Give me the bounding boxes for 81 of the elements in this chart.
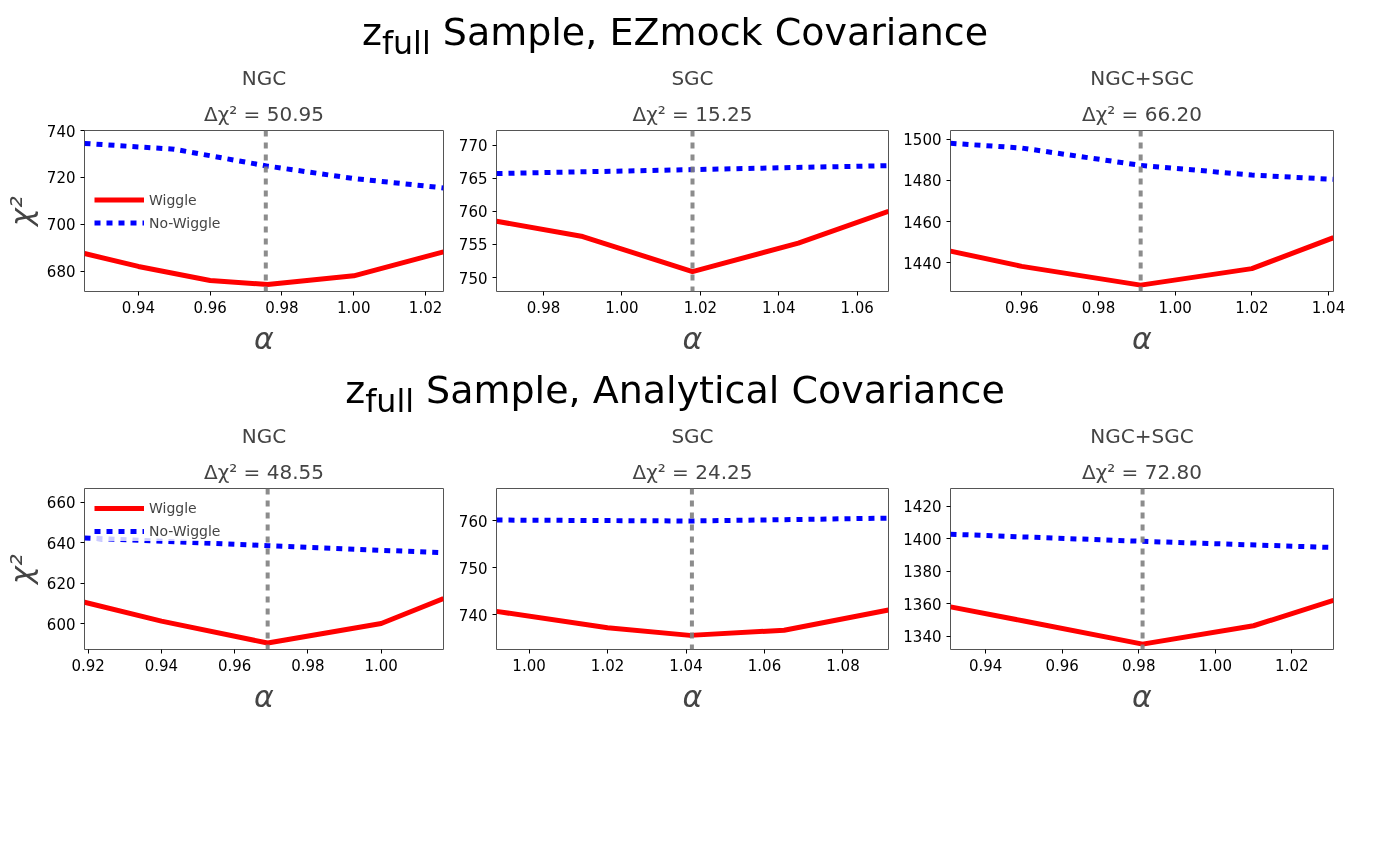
x-tick-label: 1.02 bbox=[1235, 298, 1269, 317]
x-tick-label: 1.04 bbox=[762, 298, 796, 317]
x-axis-title: α bbox=[1132, 678, 1153, 714]
x-tick-label: 0.98 bbox=[1122, 656, 1156, 675]
x-tick-label: 1.00 bbox=[364, 656, 398, 675]
x-tick-label: 0.98 bbox=[1081, 298, 1116, 317]
y-tick-label: 1380 bbox=[903, 563, 942, 582]
chart-title: NGC bbox=[241, 65, 287, 90]
y-axis-title: χ² bbox=[3, 554, 39, 586]
x-tick-label: 1.00 bbox=[605, 298, 639, 317]
x-tick-label: 1.04 bbox=[1311, 298, 1346, 317]
legend-label: No-Wiggle bbox=[149, 523, 221, 539]
y-tick-label: 770 bbox=[458, 137, 488, 156]
y-tick-label: 600 bbox=[46, 615, 76, 634]
chart-title: NGC bbox=[241, 423, 287, 448]
chart-title: NGC+SGC bbox=[1090, 423, 1194, 448]
legend-label: Wiggle bbox=[149, 500, 197, 516]
y-tick-label: 1420 bbox=[903, 498, 942, 517]
y-tick-label: 700 bbox=[46, 216, 76, 235]
y-tick-label: 755 bbox=[458, 236, 488, 255]
text: z$_{full}$ Sample, EZmock Covariance bbox=[360, 9, 990, 63]
x-axis-title: α bbox=[254, 320, 275, 356]
x-tick-label: 1.06 bbox=[747, 656, 782, 675]
x-tick-label: 0.98 bbox=[526, 298, 561, 317]
text: z$_{full}$ Sample, Analytical Covariance bbox=[344, 367, 1006, 421]
x-tick-label: 0.98 bbox=[265, 298, 299, 317]
y-tick-label: 660 bbox=[46, 494, 76, 513]
x-tick-label: 0.98 bbox=[291, 656, 325, 675]
y-axis-title: χ² bbox=[3, 196, 39, 228]
x-axis-title: α bbox=[682, 678, 703, 714]
y-tick-label: 640 bbox=[46, 534, 76, 553]
x-tick-label: 1.02 bbox=[590, 656, 625, 675]
x-tick-label: 1.00 bbox=[512, 656, 546, 675]
x-tick-label: 1.00 bbox=[1158, 298, 1192, 317]
y-tick-label: 750 bbox=[458, 269, 488, 288]
chart-title: NGC+SGC bbox=[1090, 65, 1194, 90]
x-tick-label: 1.00 bbox=[337, 298, 371, 317]
x-axis-title: α bbox=[1132, 320, 1153, 356]
x-tick-label: 0.96 bbox=[1005, 298, 1039, 317]
x-tick-label: 0.94 bbox=[144, 656, 179, 675]
x-tick-label: 0.96 bbox=[193, 298, 227, 317]
y-tick-label: 740 bbox=[458, 606, 488, 625]
x-axis-title: α bbox=[682, 320, 703, 356]
y-tick-label: 1400 bbox=[903, 530, 942, 549]
y-tick-label: 1360 bbox=[903, 595, 942, 614]
y-tick-label: 1480 bbox=[903, 172, 942, 191]
y-tick-label: 1460 bbox=[903, 213, 942, 232]
x-tick-label: 0.94 bbox=[121, 298, 156, 317]
chart-subtitle: Δχ² = 72.80 bbox=[1082, 459, 1202, 484]
x-tick-label: 1.04 bbox=[669, 656, 703, 675]
chart-title: SGC bbox=[671, 65, 714, 90]
y-tick-label: 740 bbox=[46, 122, 76, 141]
chart-subtitle: Δχ² = 24.25 bbox=[632, 459, 753, 484]
x-axis-title: α bbox=[254, 678, 275, 714]
x-tick-label: 1.02 bbox=[683, 298, 718, 317]
x-tick-label: 1.02 bbox=[1275, 656, 1309, 675]
x-tick-label: 0.92 bbox=[71, 656, 105, 675]
y-tick-label: 680 bbox=[46, 263, 76, 282]
y-tick-label: 765 bbox=[458, 170, 488, 189]
chart-subtitle: Δχ² = 15.25 bbox=[632, 101, 753, 126]
legend-label: No-Wiggle bbox=[149, 214, 221, 230]
y-tick-label: 750 bbox=[458, 559, 488, 578]
chart-title: SGC bbox=[671, 423, 714, 448]
y-tick-label: 760 bbox=[458, 203, 488, 222]
y-tick-label: 720 bbox=[46, 169, 76, 188]
y-tick-label: 620 bbox=[46, 575, 76, 594]
x-tick-label: 1.06 bbox=[840, 298, 874, 317]
x-tick-label: 0.96 bbox=[1045, 656, 1079, 675]
y-tick-label: 1440 bbox=[903, 254, 942, 273]
x-tick-label: 1.02 bbox=[408, 298, 443, 317]
y-tick-label: 1340 bbox=[903, 628, 942, 647]
x-tick-label: 0.94 bbox=[969, 656, 1003, 675]
x-tick-label: 0.96 bbox=[217, 656, 252, 675]
chart-subtitle: Δχ² = 48.55 bbox=[204, 459, 324, 484]
chart-subtitle: Δχ² = 66.20 bbox=[1082, 101, 1202, 126]
y-tick-label: 1500 bbox=[903, 131, 942, 150]
chart-subtitle: Δχ² = 50.95 bbox=[204, 101, 324, 126]
y-tick-label: 760 bbox=[458, 512, 488, 531]
x-tick-label: 1.00 bbox=[1198, 656, 1232, 675]
legend-label: Wiggle bbox=[149, 191, 197, 207]
x-tick-label: 1.08 bbox=[826, 656, 860, 675]
